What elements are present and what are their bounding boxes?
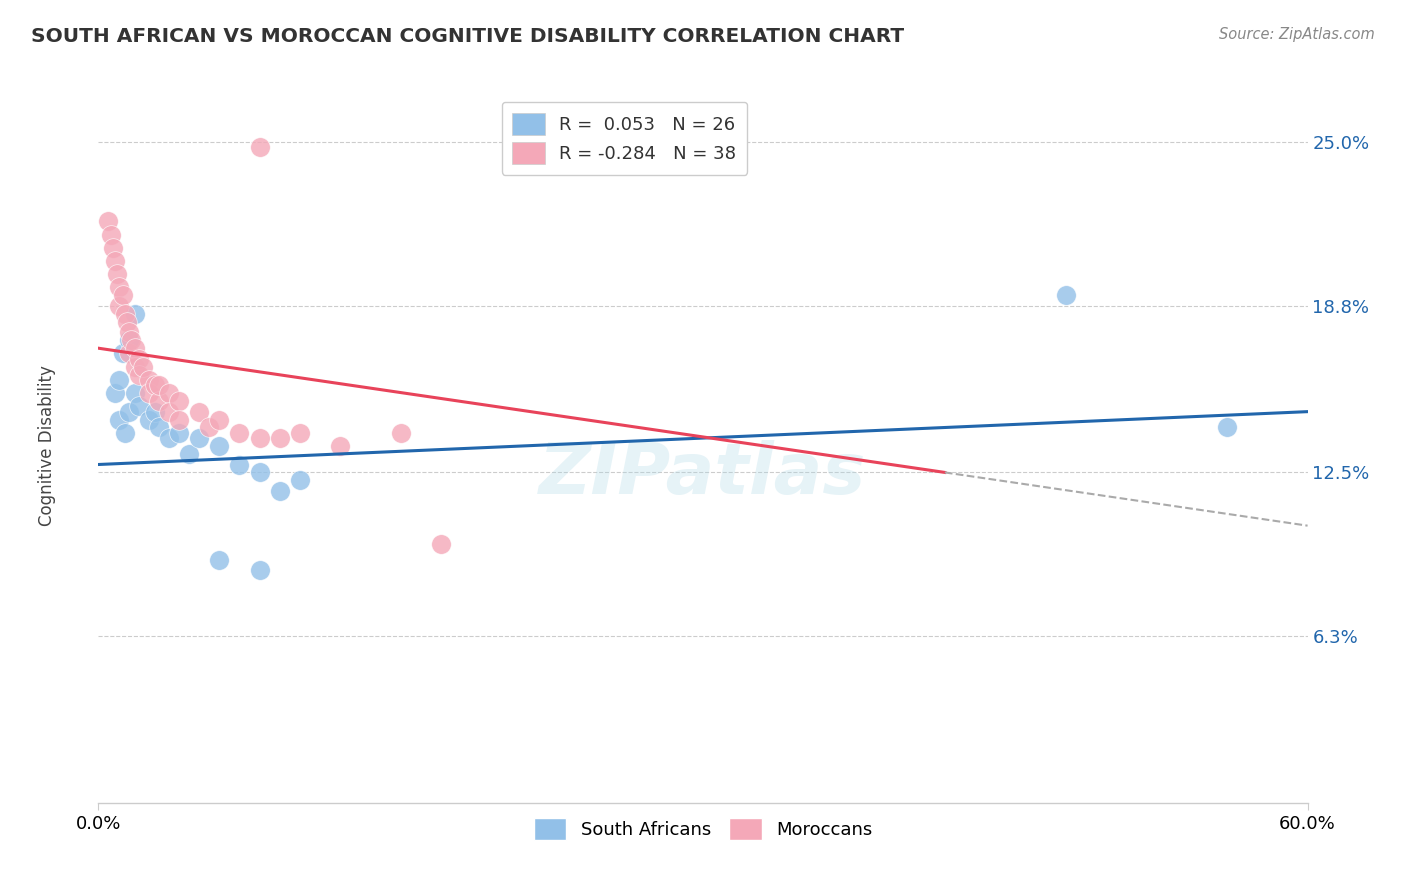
Point xyxy=(124,307,146,321)
Point xyxy=(111,288,134,302)
Point xyxy=(107,412,129,426)
Point xyxy=(198,420,221,434)
Point xyxy=(269,431,291,445)
Text: Source: ZipAtlas.com: Source: ZipAtlas.com xyxy=(1219,27,1375,42)
Point xyxy=(1054,288,1077,302)
Point xyxy=(228,425,250,440)
Point xyxy=(138,373,160,387)
Point xyxy=(115,315,138,329)
Point xyxy=(269,483,291,498)
Text: ZIPatlas: ZIPatlas xyxy=(540,440,866,509)
Point xyxy=(120,333,142,347)
Point xyxy=(105,267,128,281)
Point xyxy=(179,447,201,461)
Text: SOUTH AFRICAN VS MOROCCAN COGNITIVE DISABILITY CORRELATION CHART: SOUTH AFRICAN VS MOROCCAN COGNITIVE DISA… xyxy=(31,27,904,45)
Point xyxy=(101,241,124,255)
Point xyxy=(103,386,125,401)
Point xyxy=(329,439,352,453)
Point xyxy=(288,425,311,440)
Point xyxy=(138,412,160,426)
Point xyxy=(157,431,180,445)
Point xyxy=(124,386,146,401)
Point xyxy=(97,214,120,228)
Point xyxy=(430,537,453,551)
Y-axis label: Cognitive Disability: Cognitive Disability xyxy=(38,366,56,526)
Point xyxy=(114,307,136,321)
Point xyxy=(100,227,122,242)
Point xyxy=(143,404,166,418)
Point xyxy=(107,373,129,387)
Point xyxy=(148,420,170,434)
Point xyxy=(124,359,146,374)
Point xyxy=(228,458,250,472)
Point xyxy=(103,254,125,268)
Point xyxy=(157,404,180,418)
Point xyxy=(188,431,211,445)
Point xyxy=(249,431,271,445)
Legend: South Africans, Moroccans: South Africans, Moroccans xyxy=(527,811,879,847)
Point xyxy=(107,299,129,313)
Point xyxy=(167,425,190,440)
Point xyxy=(107,280,129,294)
Point xyxy=(118,346,141,360)
Point xyxy=(143,378,166,392)
Point xyxy=(132,359,155,374)
Point xyxy=(1216,420,1239,434)
Point xyxy=(128,400,150,414)
Point xyxy=(128,368,150,382)
Point xyxy=(188,404,211,418)
Point xyxy=(167,412,190,426)
Point xyxy=(288,474,311,488)
Point xyxy=(249,140,271,154)
Point xyxy=(157,386,180,401)
Point xyxy=(128,351,150,366)
Point xyxy=(167,394,190,409)
Point xyxy=(208,439,231,453)
Point xyxy=(389,425,412,440)
Point xyxy=(208,412,231,426)
Point xyxy=(124,341,146,355)
Point xyxy=(148,378,170,392)
Point xyxy=(111,346,134,360)
Point xyxy=(249,563,271,577)
Point xyxy=(148,394,170,409)
Point xyxy=(208,552,231,566)
Point xyxy=(118,404,141,418)
Point xyxy=(118,333,141,347)
Point xyxy=(114,425,136,440)
Point xyxy=(138,386,160,401)
Point xyxy=(118,326,141,340)
Point xyxy=(249,466,271,480)
